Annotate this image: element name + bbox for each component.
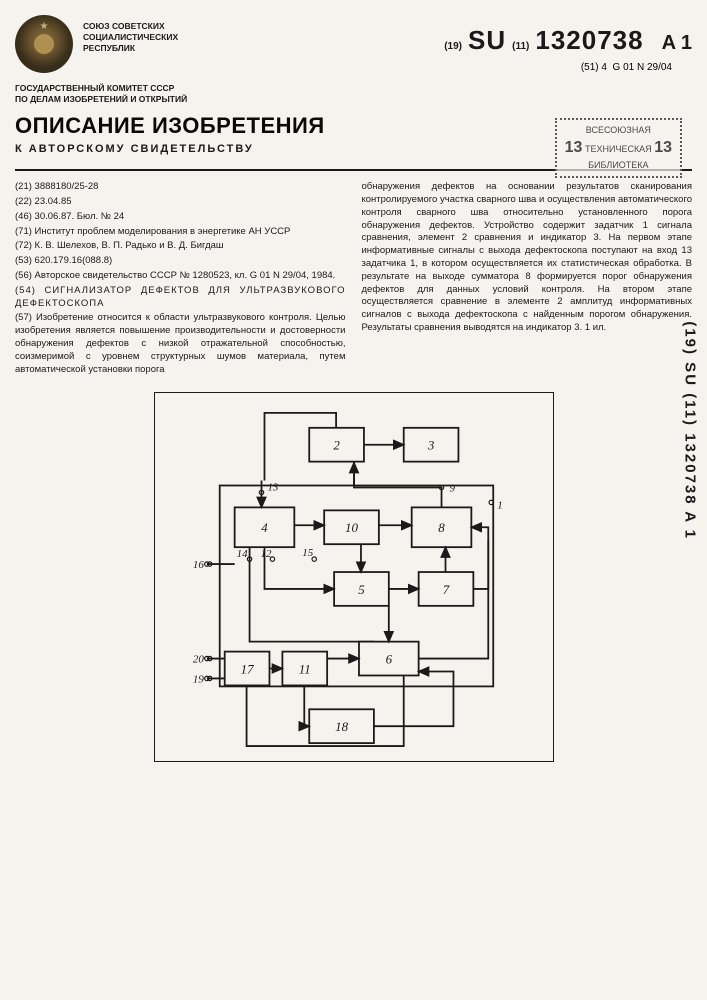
svg-text:14: 14 — [236, 549, 247, 561]
diagram-svg: 2 3 4 10 8 5 7 6 17 11 18 13 9 1 14 12 15 16 20 19 — [155, 393, 553, 761]
field-56: (56) Авторское свидетельство СССР № 1280… — [15, 270, 346, 283]
union-line1: СОЮЗ СОВЕТСКИХ — [83, 21, 178, 32]
field-21: (21) 3888180/25-28 — [15, 181, 346, 194]
stamp-mid: ТЕХНИЧЕСКАЯ — [585, 144, 652, 154]
stamp-line1: ВСЕСОЮЗНАЯ — [565, 124, 672, 137]
abstract-continued: обнаружения дефектов на основании резуль… — [362, 181, 693, 335]
union-text: СОЮЗ СОВЕТСКИХ СОЦИАЛИСТИЧЕСКИХ РЕСПУБЛИ… — [83, 21, 178, 54]
svg-text:15: 15 — [302, 548, 313, 560]
field-22: (22) 23.04.85 — [15, 196, 346, 209]
code-19: (19) — [444, 41, 462, 52]
stamp-num-right: 13 — [654, 139, 672, 156]
svg-text:12: 12 — [260, 549, 271, 561]
svg-text:5: 5 — [358, 582, 365, 597]
svg-text:18: 18 — [335, 720, 348, 735]
field-57-abstract: (57) Изобретение относится к области уль… — [15, 312, 346, 376]
gov-line2: ПО ДЕЛАМ ИЗОБРЕТЕНИЙ И ОТКРЫТИЙ — [15, 94, 692, 105]
classif-code: G 01 N 29/04 — [613, 62, 672, 73]
svg-text:3: 3 — [426, 438, 433, 453]
library-stamp: ВСЕСОЮЗНАЯ 13 ТЕХНИЧЕСКАЯ 13 БИБЛИОТЕКА — [555, 118, 682, 178]
svg-text:19: 19 — [192, 674, 203, 686]
publication-codes: (19) SU (11) 1320738 A 1 — [444, 25, 692, 56]
stamp-line3: БИБЛИОТЕКА — [565, 159, 672, 172]
svg-text:13: 13 — [267, 482, 278, 494]
field-46: (46) 30.06.87. Бюл. № 24 — [15, 211, 346, 224]
right-column: обнаружения дефектов на основании резуль… — [362, 181, 693, 378]
code-11: (11) — [512, 41, 529, 52]
side-pub-code: (19) SU (11) 1320738 A 1 — [682, 321, 699, 540]
pub-suffix: A 1 — [662, 32, 692, 55]
svg-text:17: 17 — [240, 662, 253, 677]
svg-text:11: 11 — [298, 662, 310, 677]
svg-text:10: 10 — [345, 521, 358, 536]
top-header: СОЮЗ СОВЕТСКИХ СОЦИАЛИСТИЧЕСКИХ РЕСПУБЛИ… — [15, 15, 692, 73]
patent-page: СОЮЗ СОВЕТСКИХ СОЦИАЛИСТИЧЕСКИХ РЕСПУБЛИ… — [0, 0, 707, 1000]
svg-text:9: 9 — [449, 483, 455, 495]
block-diagram: 2 3 4 10 8 5 7 6 17 11 18 13 9 1 14 12 15 16 20 19 — [154, 392, 554, 762]
svg-text:1: 1 — [497, 500, 502, 512]
ussr-emblem-icon — [15, 15, 73, 73]
svg-text:4: 4 — [261, 521, 268, 536]
gov-line1: ГОСУДАРСТВЕННЫЙ КОМИТЕТ СССР — [15, 83, 692, 94]
field-53: (53) 620.179.16(088.8) — [15, 255, 346, 268]
field-71: (71) Институт проблем моделирования в эн… — [15, 226, 346, 239]
country-code: SU — [468, 25, 506, 56]
svg-text:16: 16 — [192, 560, 203, 572]
classification: (51) 4 G 01 N 29/04 — [444, 62, 672, 73]
field-54-title: (54) СИГНАЛИЗАТОР ДЕФЕКТОВ ДЛЯ УЛЬТРАЗВУ… — [15, 285, 346, 311]
svg-text:20: 20 — [192, 654, 203, 666]
classif-label: (51) 4 — [581, 62, 607, 73]
svg-text:8: 8 — [438, 521, 445, 536]
svg-text:2: 2 — [333, 438, 340, 453]
body-columns: (21) 3888180/25-28 (22) 23.04.85 (46) 30… — [15, 181, 692, 378]
stamp-mid-row: 13 ТЕХНИЧЕСКАЯ 13 — [565, 137, 672, 159]
field-72: (72) К. В. Шелехов, В. П. Радько и В. Д.… — [15, 240, 346, 253]
union-line2: СОЦИАЛИСТИЧЕСКИХ — [83, 32, 178, 43]
pub-number: 1320738 — [535, 25, 643, 56]
gov-committee: ГОСУДАРСТВЕННЫЙ КОМИТЕТ СССР ПО ДЕЛАМ ИЗ… — [15, 83, 692, 105]
svg-text:6: 6 — [385, 652, 392, 667]
stamp-num-left: 13 — [565, 139, 583, 156]
union-line3: РЕСПУБЛИК — [83, 43, 178, 54]
svg-text:7: 7 — [442, 582, 449, 597]
left-column: (21) 3888180/25-28 (22) 23.04.85 (46) 30… — [15, 181, 346, 378]
